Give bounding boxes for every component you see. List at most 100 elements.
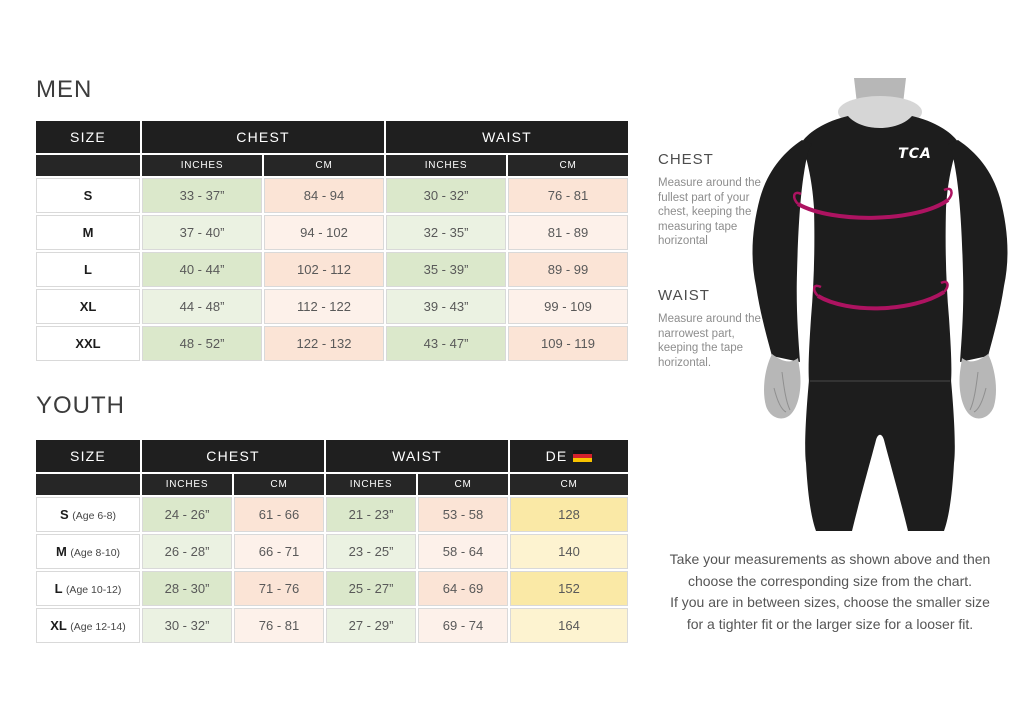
youth-subheader-row: INCHES CM INCHES CM CM (36, 474, 629, 495)
waist-guide-heading: WAIST (658, 287, 710, 304)
waist-inches-cell: 30 - 32” (386, 178, 507, 213)
size-label: M (55, 544, 67, 559)
youth-column-header-waist: WAIST (326, 440, 509, 472)
waist-inches-cell: 21 - 23” (326, 497, 417, 532)
size-cell: XL (36, 289, 140, 324)
sizing-instructions-line: for a tighter fit or the larger size for… (686, 615, 974, 632)
chest-inches-cell: 37 - 40” (142, 215, 262, 250)
waist-cm-cell: 109 - 119 (508, 326, 629, 361)
figure-left-hand (764, 354, 801, 419)
age-label: (Age 10-12) (65, 584, 122, 596)
waist-cm-cell: 76 - 81 (508, 178, 629, 213)
waist-inches-cell: 25 - 27” (326, 571, 417, 606)
men-subheader-waist-inches: INCHES (386, 155, 507, 176)
waist-cm-cell: 69 - 74 (418, 608, 509, 643)
waist-inches-cell: 23 - 25” (326, 534, 417, 569)
age-label: (Age 12-14) (70, 621, 126, 633)
figure-shirt-torso (802, 116, 958, 382)
germany-flag-icon (573, 450, 593, 462)
youth-subheader-chest-cm: CM (234, 474, 325, 495)
chest-inches-cell: 28 - 30” (142, 571, 232, 606)
figure-legs (805, 380, 955, 531)
figure-collar-rim (838, 96, 922, 128)
youth-subheader-waist-inches: INCHES (326, 474, 417, 495)
figure-left-hand-lines (773, 371, 791, 413)
men-column-header-waist: WAIST (386, 121, 629, 153)
chest-guide-heading: CHEST (658, 151, 714, 168)
chest-inches-cell: 24 - 26” (142, 497, 232, 532)
size-cell: M (36, 215, 140, 250)
men-column-header-chest: CHEST (142, 121, 385, 153)
sizing-instructions: Take your measurements as shown above an… (634, 549, 1024, 635)
chest-guide-text: Measure around the fullest part of your … (658, 177, 761, 247)
chest-cm-cell: 84 - 94 (264, 178, 385, 213)
size-label: XL (50, 618, 67, 633)
youth-subheader-waist-cm: CM (418, 474, 509, 495)
youth-column-header-de: DE (510, 440, 629, 472)
youth-subheader-de-cm: CM (510, 474, 629, 495)
size-label: S (59, 507, 69, 522)
youth-subheader-blank (36, 474, 140, 495)
waist-inches-cell: 27 - 29” (326, 608, 417, 643)
waist-cm-cell: 89 - 99 (508, 252, 629, 287)
men-subheader-chest-cm: CM (264, 155, 385, 176)
youth-subheader-chest-inches: INCHES (142, 474, 232, 495)
chest-cm-cell: 76 - 81 (234, 608, 325, 643)
measurement-figure-illustration: TCA (752, 78, 1008, 531)
chest-inches-cell: 44 - 48” (142, 289, 262, 324)
age-label: (Age 6-8) (72, 510, 117, 522)
figure-left-arm (752, 140, 812, 362)
figure-right-hand (959, 354, 996, 419)
waist-guide-text: Measure around the narrowest part, keepi… (658, 313, 761, 369)
sizing-instructions-line: choose the corresponding size from the c… (687, 572, 973, 589)
table-row: M (Age 8-10) 26 - 28” 66 - 71 23 - 25” 5… (36, 534, 629, 569)
size-cell: S (36, 178, 140, 213)
chest-cm-cell: 61 - 66 (234, 497, 325, 532)
de-cm-cell: 128 (510, 497, 629, 532)
youth-section-title: YOUTH (36, 392, 125, 419)
chest-cm-cell: 71 - 76 (234, 571, 325, 606)
men-header-row: SIZE CHEST WAIST (36, 121, 629, 153)
chest-cm-cell: 102 - 112 (264, 252, 385, 287)
waist-inches-cell: 39 - 43” (386, 289, 507, 324)
figure-right-arm (948, 140, 1008, 362)
waist-cm-cell: 53 - 58 (418, 497, 509, 532)
size-cell: S (Age 6-8) (36, 497, 140, 532)
table-row: S (Age 6-8) 24 - 26” 61 - 66 21 - 23” 53… (36, 497, 629, 532)
de-cm-cell: 164 (510, 608, 629, 643)
size-cell: L (36, 252, 140, 287)
men-size-table: SIZE CHEST WAIST INCHES CM INCHES CM S 3… (34, 119, 630, 363)
chest-cm-cell: 112 - 122 (264, 289, 385, 324)
youth-column-header-size: SIZE (36, 440, 140, 472)
waist-tape-icon (812, 280, 949, 311)
table-row: L (Age 10-12) 28 - 30” 71 - 76 25 - 27” … (36, 571, 629, 606)
waist-cm-cell: 58 - 64 (418, 534, 509, 569)
table-row: S 33 - 37” 84 - 94 30 - 32” 76 - 81 (36, 178, 629, 213)
table-row: M 37 - 40” 94 - 102 32 - 35” 81 - 89 (36, 215, 629, 250)
youth-size-table: SIZE CHEST WAIST DE INCHES CM INCHES CM … (34, 438, 630, 645)
waist-cm-cell: 99 - 109 (508, 289, 629, 324)
tca-logo: TCA (898, 146, 932, 162)
waist-inches-cell: 35 - 39” (386, 252, 507, 287)
chest-inches-cell: 33 - 37” (142, 178, 262, 213)
waist-cm-cell: 81 - 89 (508, 215, 629, 250)
de-cm-cell: 152 (510, 571, 629, 606)
men-subheader-chest-inches: INCHES (142, 155, 262, 176)
size-cell: XL (Age 12-14) (36, 608, 140, 643)
men-column-header-size: SIZE (36, 121, 140, 153)
de-cm-cell: 140 (510, 534, 629, 569)
chest-inches-cell: 48 - 52” (142, 326, 262, 361)
chest-inches-cell: 26 - 28” (142, 534, 232, 569)
size-label: L (54, 581, 63, 596)
men-subheader-waist-cm: CM (508, 155, 629, 176)
table-row: XL (Age 12-14) 30 - 32” 76 - 81 27 - 29”… (36, 608, 629, 643)
age-label: (Age 8-10) (70, 547, 121, 559)
men-section-title: MEN (36, 76, 93, 103)
chest-tape-icon (792, 187, 953, 220)
men-subheader-blank (36, 155, 140, 176)
size-cell: M (Age 8-10) (36, 534, 140, 569)
de-label: DE (545, 448, 568, 464)
figure-right-hand-lines (969, 371, 987, 413)
size-cell: XXL (36, 326, 140, 361)
waist-inches-cell: 32 - 35” (386, 215, 507, 250)
